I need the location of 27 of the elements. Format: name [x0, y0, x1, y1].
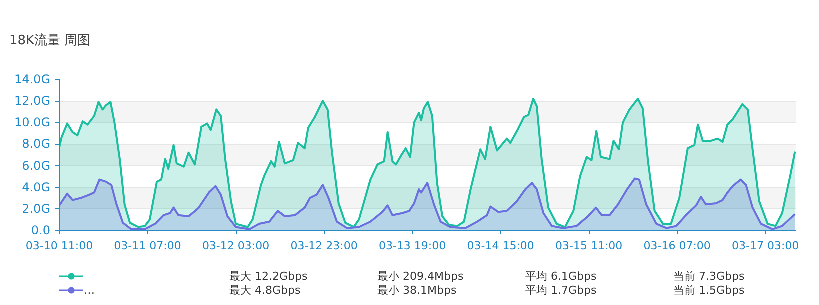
- x-tick-label: 03-12 23:00: [290, 240, 358, 252]
- x-tick-label: 03-15 11:00: [556, 240, 623, 252]
- y-tick-label: 12.0G: [14, 94, 51, 108]
- text: 平均 6.1Gbps: [526, 270, 597, 283]
- x-tick-label: 03-16 07:00: [644, 240, 711, 252]
- text: 最小 209.4Mbps: [378, 270, 464, 283]
- text: 当前 1.5Gbps: [674, 284, 745, 297]
- y-tick-label: 2.0G: [22, 202, 51, 216]
- x-tick-label: 03-11 07:00: [114, 240, 182, 252]
- text: 最小 38.1Mbps: [378, 284, 457, 297]
- y-tick-label: 4.0G: [22, 180, 51, 194]
- x-tick-label: 03-12 03:00: [202, 240, 270, 252]
- y-tick-label: 8.0G: [22, 137, 51, 152]
- y-tick-label: 0.0: [31, 224, 51, 238]
- text: 最大 12.2Gbps: [230, 270, 308, 283]
- x-tick-label: 03-13 19:00: [378, 240, 446, 252]
- text: 当前 7.3Gbps: [674, 270, 745, 283]
- x-tick-label: 03-10 11:00: [26, 240, 94, 252]
- y-tick-label: 10.0G: [14, 116, 51, 130]
- chart-title: 18K流量 周图: [10, 32, 91, 48]
- y-tick-label: 6.0G: [22, 158, 51, 173]
- text: 平均 1.7Gbps: [526, 284, 597, 297]
- y-tick-label: 14.0G: [14, 72, 51, 86]
- text: 最大 4.8Gbps: [230, 284, 301, 297]
- legend-label: …: [84, 283, 96, 297]
- x-tick-label: 03-14 15:00: [467, 240, 534, 252]
- x-tick-label: 03-17 03:00: [732, 240, 800, 252]
